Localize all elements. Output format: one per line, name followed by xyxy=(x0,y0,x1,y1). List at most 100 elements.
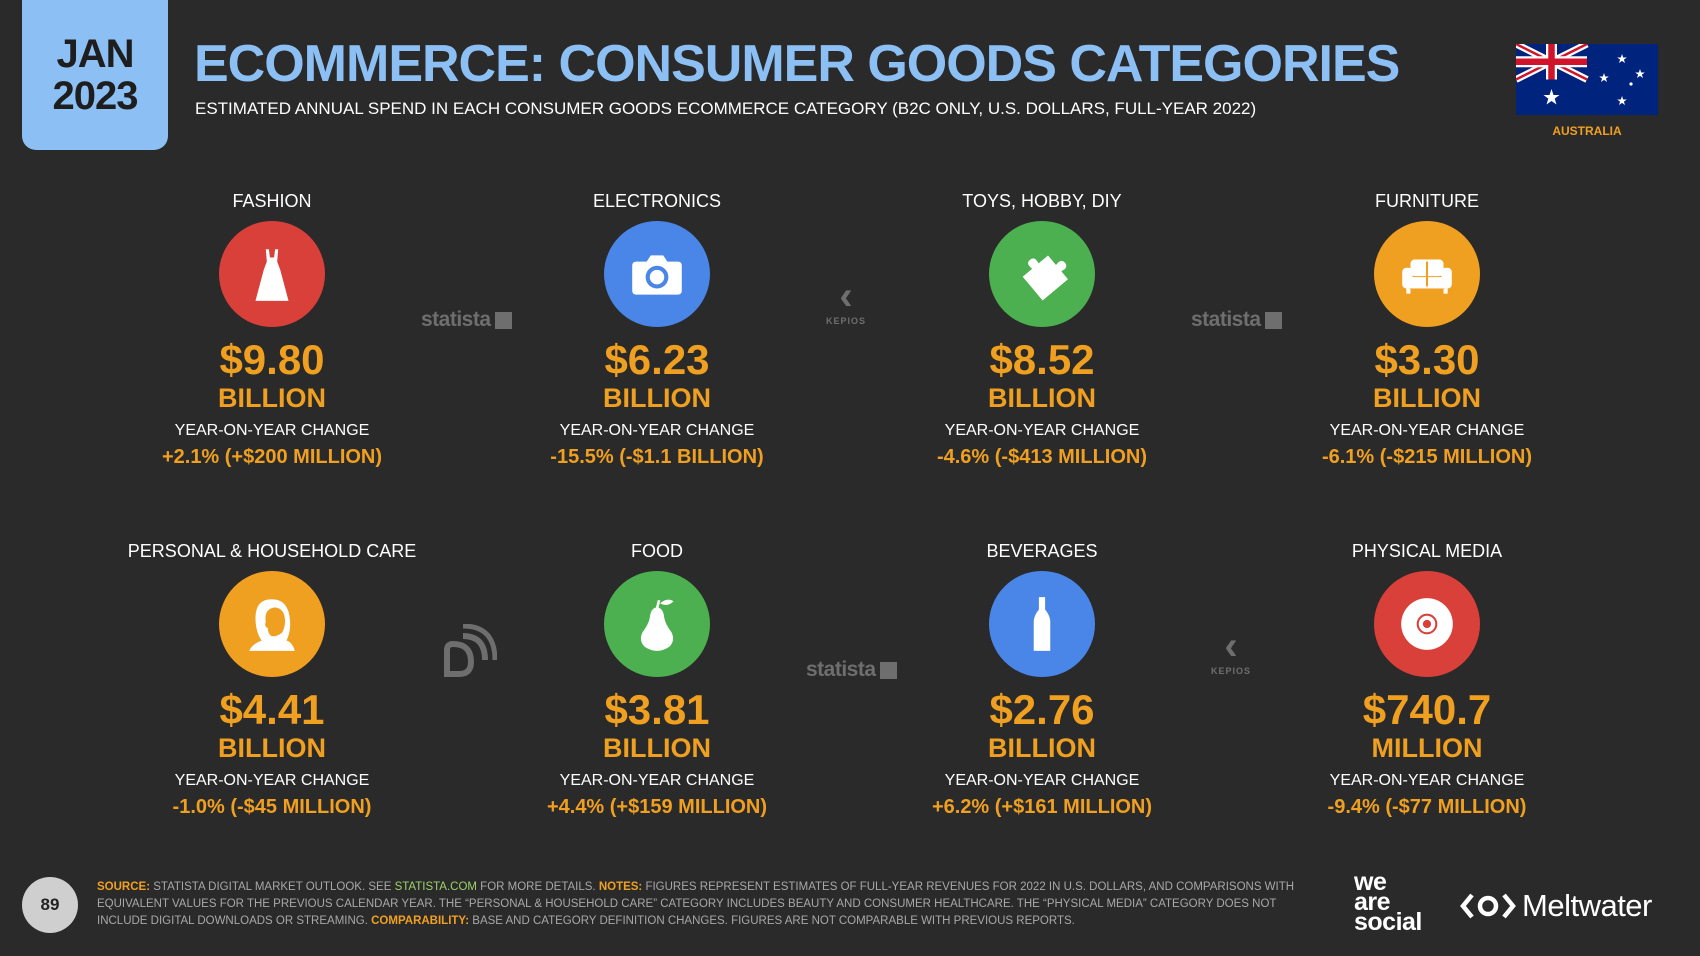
yoy-value: -9.4% (-$77 MILLION) xyxy=(1327,796,1527,818)
page-subtitle: ESTIMATED ANNUAL SPEND IN EACH CONSUMER … xyxy=(195,99,1257,118)
yoy-label: YEAR-ON-YEAR CHANGE xyxy=(944,772,1140,789)
meltwater-mark-icon xyxy=(1460,893,1516,919)
category-icon-circle xyxy=(1374,221,1480,327)
category-card-toys: TOYS, HOBBY, DIY $8.52 BILLION YEAR-ON-Y… xyxy=(872,189,1212,469)
yoy-value: +6.2% (+$161 MILLION) xyxy=(931,796,1153,818)
category-unit: BILLION xyxy=(988,383,1096,413)
category-icon-circle xyxy=(989,571,1095,677)
category-unit: BILLION xyxy=(218,733,326,763)
yoy-value: +2.1% (+$200 MILLION) xyxy=(161,446,383,468)
category-unit: MILLION xyxy=(1371,733,1483,763)
statista-mark-icon xyxy=(494,311,512,329)
kepios-logo-text: KEPIOS xyxy=(1211,666,1252,676)
category-card-food: FOOD $3.81 BILLION YEAR-ON-YEAR CHANGE +… xyxy=(487,539,827,819)
category-label: BEVERAGES xyxy=(986,541,1098,561)
camera-icon xyxy=(632,255,682,295)
category-value: $740.7 xyxy=(1362,686,1492,733)
yoy-value: -15.5% (-$1.1 BILLION) xyxy=(550,446,764,468)
category-icon-circle xyxy=(219,221,325,327)
statista-logo-text: statista xyxy=(421,308,491,331)
category-card-physical-media: PHYSICAL MEDIA $740.7 MILLION YEAR-ON-YE… xyxy=(1257,539,1597,819)
category-icon-circle xyxy=(604,221,710,327)
category-icon-circle xyxy=(989,221,1095,327)
badge-year: 2023 xyxy=(52,74,139,118)
category-card-beverages: BEVERAGES $2.76 BILLION YEAR-ON-YEAR CHA… xyxy=(872,539,1212,819)
dress-icon xyxy=(255,249,289,301)
category-label: FOOD xyxy=(631,541,683,561)
category-icon-circle xyxy=(1374,571,1480,677)
was-line-1: we xyxy=(1354,868,1387,896)
yoy-value: +4.4% (+$159 MILLION) xyxy=(546,796,768,818)
meltwater-logo: Meltwater xyxy=(1460,888,1652,924)
category-value: $4.41 xyxy=(219,686,325,733)
yoy-label: YEAR-ON-YEAR CHANGE xyxy=(1329,422,1525,439)
puzzle-icon xyxy=(1022,255,1068,301)
category-unit: BILLION xyxy=(218,383,326,413)
kepios-k-icon: ‹ xyxy=(839,274,853,318)
kepios-logo: ‹ KEPIOS xyxy=(826,276,866,326)
category-label: FASHION xyxy=(232,191,312,211)
statista-logo: statista xyxy=(806,658,897,682)
category-card-electronics: ELECTRONICS $6.23 BILLION YEAR-ON-YEAR C… xyxy=(487,189,827,469)
kepios-k-icon: ‹ xyxy=(1224,624,1238,668)
category-value: $8.52 xyxy=(989,336,1095,383)
category-label: ELECTRONICS xyxy=(592,191,722,211)
category-label: PHYSICAL MEDIA xyxy=(1351,541,1503,561)
page-title: ECOMMERCE: CONSUMER GOODS CATEGORIES xyxy=(194,35,1400,93)
category-label: FURNITURE xyxy=(1375,191,1479,211)
kepios-logo-text: KEPIOS xyxy=(826,316,867,326)
meltwater-text: Meltwater xyxy=(1522,888,1652,923)
kepios-logo: ‹ KEPIOS xyxy=(1211,626,1251,676)
disc-icon xyxy=(1401,598,1453,650)
category-label: PERSONAL & HOUSEHOLD CARE xyxy=(127,541,417,561)
statista-logo-text: statista xyxy=(806,658,876,681)
category-label: TOYS, HOBBY, DIY xyxy=(962,191,1122,211)
bottle-icon xyxy=(1033,597,1051,651)
badge-month: JAN xyxy=(56,32,134,76)
was-line-2: are xyxy=(1354,888,1391,916)
comparability-text: BASE AND CATEGORY DEFINITION CHANGES. FI… xyxy=(469,915,1075,927)
woman-profile-icon xyxy=(249,599,295,651)
source-after: FOR MORE DETAILS. xyxy=(476,881,599,893)
statista-logo: statista xyxy=(421,308,512,332)
category-unit: BILLION xyxy=(603,383,711,413)
category-card-personal-care: PERSONAL & HOUSEHOLD CARE $4.41 BILLION … xyxy=(102,539,442,819)
statista-mark-icon xyxy=(1264,311,1282,329)
category-icon-circle xyxy=(219,571,325,677)
statista-logo: statista xyxy=(1191,308,1282,332)
category-value: $9.80 xyxy=(219,336,325,383)
we-are-social-logo: we are social xyxy=(1354,868,1422,936)
australia-flag-icon xyxy=(1516,44,1658,115)
statista-mark-icon xyxy=(879,661,897,679)
category-value: $6.23 xyxy=(604,336,710,383)
category-card-fashion: FASHION $9.80 BILLION YEAR-ON-YEAR CHANG… xyxy=(102,189,442,469)
source-label: SOURCE: xyxy=(97,881,151,893)
category-value: $3.30 xyxy=(1374,336,1480,383)
pear-icon xyxy=(640,599,674,651)
category-unit: BILLION xyxy=(988,733,1096,763)
yoy-label: YEAR-ON-YEAR CHANGE xyxy=(944,422,1140,439)
footer-notes: SOURCE: STATISTA DIGITAL MARKET OUTLOOK.… xyxy=(97,879,1317,930)
statista-logo-text: statista xyxy=(1191,308,1261,331)
category-unit: BILLION xyxy=(603,733,711,763)
yoy-label: YEAR-ON-YEAR CHANGE xyxy=(174,422,370,439)
was-line-3: social xyxy=(1354,908,1422,936)
category-value: $2.76 xyxy=(989,686,1095,733)
source-link[interactable]: STATISTA.COM xyxy=(394,881,477,893)
yoy-value: -4.6% (-$413 MILLION) xyxy=(936,446,1148,468)
category-value: $3.81 xyxy=(604,686,710,733)
date-badge: JAN 2023 xyxy=(22,0,168,150)
yoy-value: -6.1% (-$215 MILLION) xyxy=(1321,446,1533,468)
yoy-label: YEAR-ON-YEAR CHANGE xyxy=(1329,772,1525,789)
category-card-furniture: FURNITURE $3.30 BILLION YEAR-ON-YEAR CHA… xyxy=(1257,189,1597,469)
yoy-label: YEAR-ON-YEAR CHANGE xyxy=(559,772,755,789)
source-text: STATISTA DIGITAL MARKET OUTLOOK. SEE xyxy=(150,881,395,893)
category-unit: BILLION xyxy=(1373,383,1481,413)
yoy-label: YEAR-ON-YEAR CHANGE xyxy=(174,772,370,789)
sofa-icon xyxy=(1402,259,1452,294)
notes-text: FIGURES REPRESENT ESTIMATES OF FULL-YEAR… xyxy=(97,881,1295,927)
yoy-value: -1.0% (-$45 MILLION) xyxy=(172,796,372,818)
country-label: AUSTRALIA xyxy=(1552,124,1622,138)
category-icon-circle xyxy=(604,571,710,677)
notes-label: NOTES: xyxy=(598,881,643,893)
